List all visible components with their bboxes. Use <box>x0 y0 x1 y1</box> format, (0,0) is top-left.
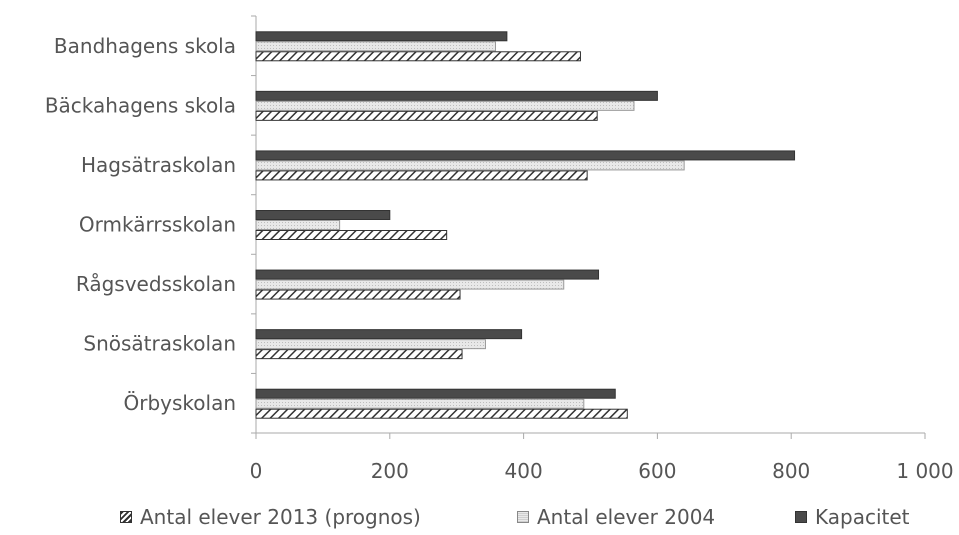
bar-light <box>255 160 685 171</box>
bar-chart: Bandhagens skola Bäckahagens skola Hagsätr… <box>45 15 954 483</box>
bar-dark <box>255 31 508 42</box>
bar-hatch <box>255 51 581 62</box>
legend-item-2013: Antal elever 2013 (prognos) <box>120 505 421 529</box>
bar-hatch <box>255 230 448 240</box>
x-tick-label: 400 <box>505 459 543 483</box>
x-tick-label: 1 000 <box>896 459 953 483</box>
x-tick-label: 600 <box>638 459 676 483</box>
category-label: Örbyskolan <box>123 391 236 415</box>
x-tick-label: 200 <box>371 459 409 483</box>
bar-hatch <box>255 349 463 360</box>
x-tick-label: 800 <box>772 459 810 483</box>
bar-dark <box>255 210 391 220</box>
bar-light <box>255 339 486 350</box>
bar-light <box>255 41 497 52</box>
bar-hatch <box>255 110 598 121</box>
legend-label: Antal elever 2004 <box>537 505 716 529</box>
bar-dark <box>255 90 658 101</box>
legend-label: Kapacitet <box>815 505 910 529</box>
legend-item-2004: Antal elever 2004 <box>517 505 715 529</box>
bar-hatch <box>255 170 588 181</box>
bar-light <box>255 398 585 409</box>
bar-light <box>255 220 341 230</box>
category-labels: Bandhagens skola Bäckahagens skola Hagsätr… <box>45 34 236 415</box>
legend-item-kapacitet: Kapacitet <box>795 505 910 529</box>
legend: Antal elever 2013 (prognos) Antal elever… <box>0 505 959 535</box>
legend-swatch-dark <box>795 511 807 523</box>
category-label: Bäckahagens skola <box>45 93 236 117</box>
legend-label: Antal elever 2013 (prognos) <box>140 505 421 529</box>
bar-hatch <box>255 289 461 300</box>
x-tick-label: 0 <box>250 459 263 483</box>
bar-dark <box>255 150 796 161</box>
category-label: Rågsvedsskolan <box>76 272 236 296</box>
bar-dark <box>255 388 616 399</box>
bar-light <box>255 279 565 290</box>
legend-swatch-hatch <box>120 511 132 523</box>
bar-dark <box>255 269 600 280</box>
category-label: Ormkärrsskolan <box>79 213 236 237</box>
category-label: Hagsätraskolan <box>81 153 236 177</box>
bar-hatch <box>255 408 628 419</box>
category-label: Snösätraskolan <box>83 332 236 356</box>
category-label: Bandhagens skola <box>54 34 236 58</box>
tick-labels: 0 200 400 600 800 1 000 <box>250 459 954 483</box>
axes <box>251 15 926 439</box>
legend-swatch-light <box>517 511 529 523</box>
bar-dark <box>255 329 523 340</box>
bars <box>255 31 796 419</box>
bar-light <box>255 100 635 111</box>
